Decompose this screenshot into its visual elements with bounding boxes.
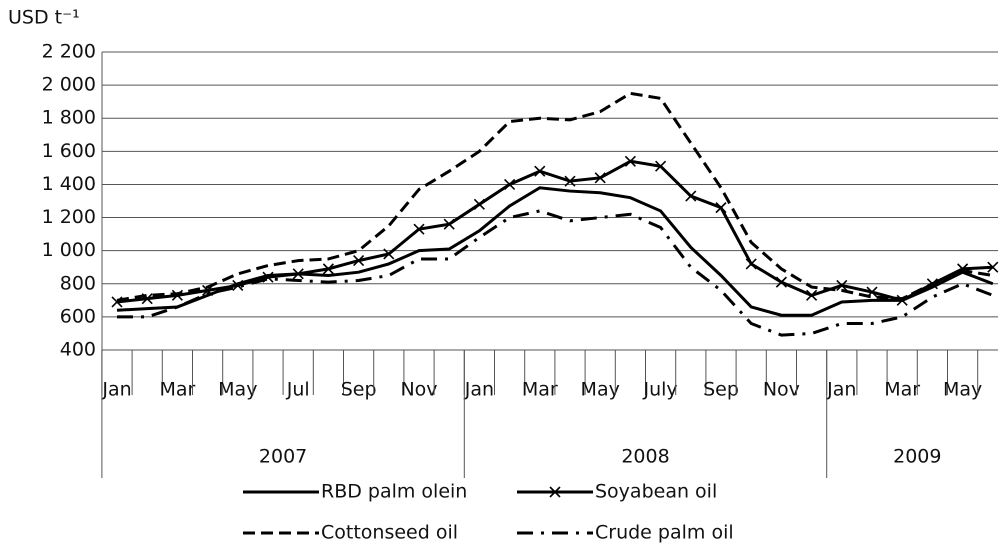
y-tick-label: 600 bbox=[60, 305, 96, 327]
x-tick-label: Mar bbox=[884, 379, 920, 401]
y-tick-label: 1 200 bbox=[42, 206, 96, 228]
year-label: 2007 bbox=[259, 446, 307, 468]
y-tick-label: 2 200 bbox=[42, 41, 96, 63]
x-tick-label: May bbox=[943, 379, 982, 401]
marker bbox=[987, 261, 999, 273]
marker bbox=[413, 223, 425, 235]
marker bbox=[232, 279, 244, 291]
x-tick-label: Jan bbox=[101, 379, 131, 401]
marker bbox=[594, 172, 606, 184]
marker bbox=[775, 276, 787, 288]
x-tick-label: Sep bbox=[341, 379, 377, 401]
marker bbox=[292, 268, 304, 280]
x-tick-label: May bbox=[581, 379, 620, 401]
legend-label: Crude palm oil bbox=[595, 522, 734, 544]
marker bbox=[655, 160, 667, 172]
marker bbox=[624, 155, 636, 167]
year-label: 2009 bbox=[893, 446, 941, 468]
x-tick-label: Jul bbox=[286, 379, 310, 401]
x-tick-label: July bbox=[643, 379, 678, 401]
y-tick-label: 1 600 bbox=[42, 140, 96, 162]
y-tick-label: 2 000 bbox=[42, 74, 96, 96]
marker bbox=[806, 289, 818, 301]
y-tick-label: 800 bbox=[60, 272, 96, 294]
legend-marker bbox=[549, 486, 561, 498]
marker bbox=[353, 255, 365, 267]
x-tick-label: Jan bbox=[826, 379, 856, 401]
series-line bbox=[116, 159, 993, 304]
marker bbox=[715, 202, 727, 214]
x-tick-label: Nov bbox=[400, 379, 437, 401]
legend-label: RBD palm olein bbox=[321, 481, 467, 503]
marker bbox=[473, 198, 485, 210]
series-line bbox=[116, 91, 994, 302]
year-label: 2008 bbox=[621, 446, 669, 468]
marker bbox=[504, 178, 516, 191]
marker bbox=[836, 279, 848, 291]
y-tick-label: 400 bbox=[60, 339, 96, 361]
x-tick-label: Mar bbox=[522, 379, 558, 401]
y-tick-label: 1 400 bbox=[42, 173, 96, 195]
marker bbox=[685, 190, 697, 202]
y-tick-label: 1 000 bbox=[42, 239, 96, 261]
legend-label: Cottonseed oil bbox=[321, 522, 458, 544]
marker bbox=[564, 175, 576, 187]
y-axis-label: USD t⁻¹ bbox=[8, 7, 80, 29]
legend-label: Soyabean oil bbox=[595, 481, 717, 503]
x-tick-label: Mar bbox=[159, 379, 195, 401]
x-tick-label: May bbox=[218, 379, 257, 401]
series-line bbox=[116, 186, 994, 317]
marker bbox=[534, 165, 546, 177]
marker bbox=[383, 248, 395, 260]
x-tick-label: Sep bbox=[703, 379, 739, 401]
y-tick-label: 1 800 bbox=[42, 107, 96, 129]
series-line bbox=[117, 209, 994, 337]
x-tick-label: Nov bbox=[763, 379, 800, 401]
marker bbox=[745, 258, 757, 270]
marker bbox=[322, 263, 334, 275]
x-tick-label: Jan bbox=[464, 379, 494, 401]
marker bbox=[443, 218, 455, 230]
